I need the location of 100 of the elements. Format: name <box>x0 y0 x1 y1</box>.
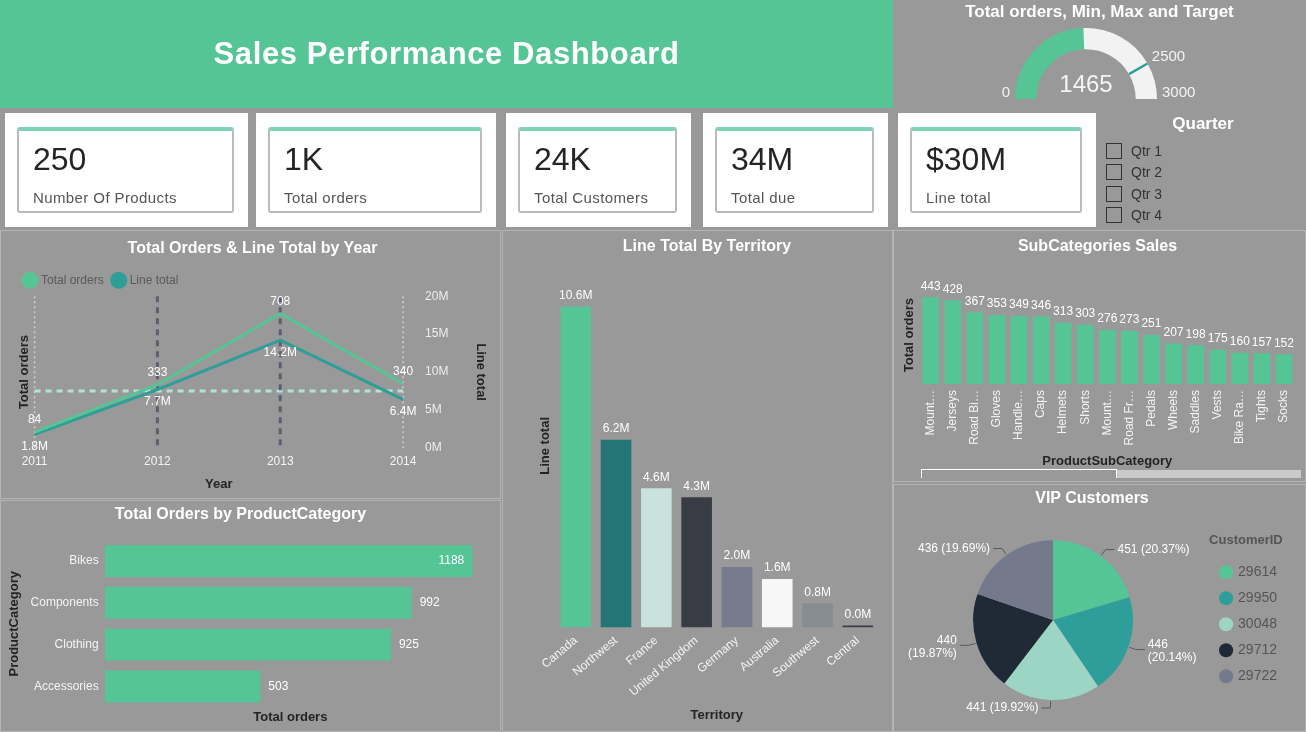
data-label: 152 <box>1273 335 1295 350</box>
data-label: 441 (19.92%) <box>966 700 1039 715</box>
bar <box>104 670 261 703</box>
x-axis-title: Year <box>205 475 233 491</box>
data-label: 451 (20.37%) <box>1117 541 1190 556</box>
data-label: 4.6M <box>643 469 670 484</box>
y-axis-title: Line total <box>537 416 553 475</box>
bar <box>600 439 632 628</box>
x-tick-label: Gloves <box>989 390 1004 428</box>
x-tick-label: Road Fr… <box>1121 390 1136 446</box>
x-tick-label: Jerseys <box>945 390 960 432</box>
bar <box>1076 324 1094 385</box>
data-label: 6.2M <box>602 421 630 436</box>
data-label: 160 <box>1229 334 1251 349</box>
data-label: 440 (19.87%) <box>908 632 958 660</box>
bar <box>560 306 592 628</box>
data-label: 4.3M <box>683 478 710 493</box>
y2-tick-label: 0M <box>425 440 442 455</box>
legend-label: Line total <box>129 272 179 287</box>
y-tick-label: Accessories <box>33 678 99 693</box>
y-tick-label: Components <box>30 595 99 610</box>
data-label: 367 <box>964 293 986 308</box>
data-label: 251 <box>1141 316 1162 331</box>
bar <box>681 497 712 628</box>
bar <box>1010 315 1028 385</box>
bar <box>104 587 412 619</box>
x-tick-label: Tights <box>1254 390 1269 423</box>
bar <box>1032 316 1050 385</box>
legend-title: CustomerID <box>1209 531 1283 547</box>
x-tick-label: Caps <box>1033 390 1048 419</box>
data-label: 346 <box>1031 297 1052 312</box>
bar <box>721 566 753 628</box>
data-label: 925 <box>398 637 420 652</box>
bar <box>1098 330 1116 385</box>
y-axis-title: ProductCategory <box>6 570 22 677</box>
y2-axis-title: Line total <box>473 343 489 401</box>
data-label: 198 <box>1185 326 1206 341</box>
chart-title: VIP Customers <box>1035 489 1149 507</box>
text: 2500 <box>1151 47 1186 65</box>
data-label: 333 <box>147 365 168 380</box>
text: 3000 <box>1162 82 1196 100</box>
x-tick-label: Mount… <box>922 390 937 436</box>
bar <box>1275 354 1293 385</box>
y2-tick-label: 5M <box>425 402 442 417</box>
text: Qtr 2 <box>1131 164 1163 182</box>
data-label: 353 <box>986 296 1008 311</box>
bar <box>944 300 962 385</box>
legend-label: 30048 <box>1238 615 1278 632</box>
data-label: 340 <box>393 363 414 378</box>
x-tick-label: Shorts <box>1077 390 1092 425</box>
chart-title: Total Orders by ProductCategory <box>114 505 367 523</box>
x-tick-label: Road Bi… <box>967 390 982 445</box>
text: 0 <box>1001 82 1010 100</box>
x-axis-title: Territory <box>690 706 744 722</box>
text: Sales Performance Dashboard <box>213 36 680 72</box>
text: Qtr 1 <box>1131 143 1163 160</box>
data-label: 10.6M <box>559 287 593 302</box>
bar <box>1209 349 1227 385</box>
x-tick-label: 2014 <box>389 453 417 468</box>
data-label: 14.2M <box>263 344 297 359</box>
bar <box>1231 352 1249 385</box>
text: $30M <box>926 141 1007 177</box>
bar <box>104 545 473 577</box>
data-label: 436 (19.69%) <box>918 540 991 555</box>
bar <box>1143 334 1160 385</box>
y-axis-title: Total orders <box>16 335 32 410</box>
legend-label: 29614 <box>1238 563 1278 580</box>
x-tick-label: Helmets <box>1055 390 1070 435</box>
y-axis-title: Total orders <box>901 298 917 373</box>
x-tick-label: Wheels <box>1165 390 1180 431</box>
x-axis-title: ProductSubCategory <box>1042 452 1174 468</box>
data-label: 992 <box>419 595 440 610</box>
bar <box>641 488 672 628</box>
data-label: 6.4M <box>389 403 417 418</box>
bar <box>1165 343 1182 385</box>
text: 1K <box>284 141 324 177</box>
text: Total orders <box>284 189 368 207</box>
bar <box>1120 330 1138 385</box>
data-label: 273 <box>1119 311 1140 326</box>
bar <box>988 314 1006 385</box>
data-label: 503 <box>268 678 289 693</box>
x-tick-label: Socks <box>1276 390 1291 423</box>
data-label: 0.0M <box>844 606 872 621</box>
text: Line total <box>926 189 991 207</box>
y-tick-label: Clothing <box>54 637 99 652</box>
x-tick-label: 2013 <box>266 453 294 468</box>
text: Qtr 3 <box>1131 185 1163 203</box>
legend-label: Total orders <box>41 272 104 287</box>
data-label: 313 <box>1053 304 1074 319</box>
data-label: 1465 <box>1059 69 1113 97</box>
x-tick-label: 2011 <box>21 453 48 468</box>
data-label: 0.8M <box>804 584 831 599</box>
y-tick-label: Bikes <box>69 553 99 568</box>
text: Quarter <box>1171 114 1235 134</box>
data-label: 1.8M <box>21 438 48 453</box>
legend-label: 29712 <box>1238 641 1278 658</box>
data-label: 207 <box>1163 324 1184 339</box>
data-label: 175 <box>1207 331 1229 346</box>
data-label: 708 <box>270 293 291 308</box>
text: Number Of Products <box>33 189 177 207</box>
